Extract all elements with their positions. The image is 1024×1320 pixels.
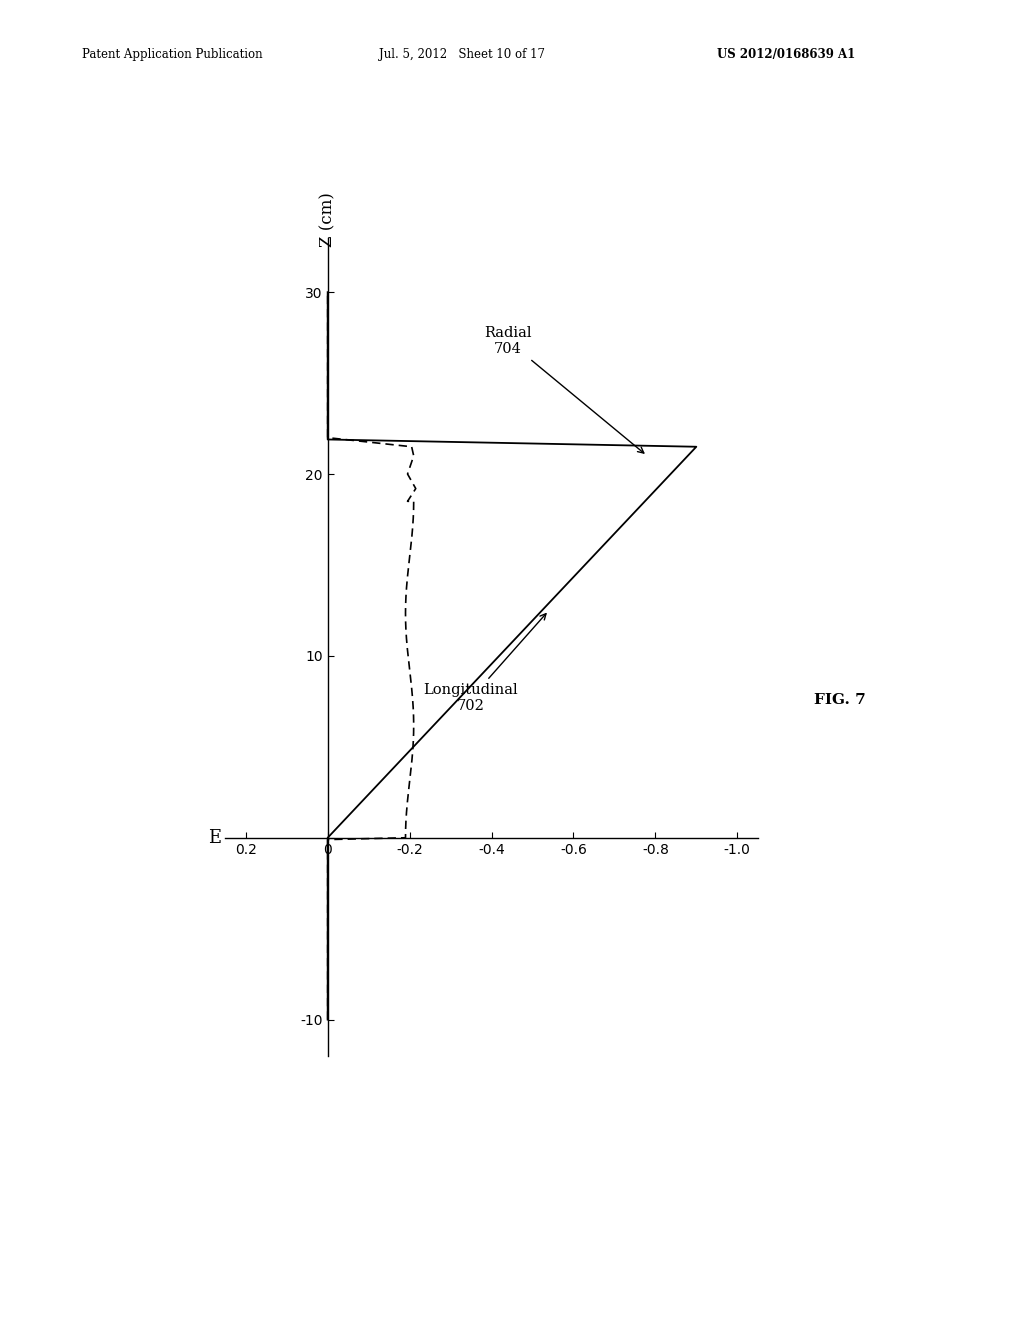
Text: E: E	[208, 829, 221, 846]
Text: FIG. 7: FIG. 7	[814, 693, 865, 706]
Text: Patent Application Publication: Patent Application Publication	[82, 48, 262, 61]
Text: Longitudinal
702: Longitudinal 702	[424, 614, 546, 713]
Text: Jul. 5, 2012   Sheet 10 of 17: Jul. 5, 2012 Sheet 10 of 17	[379, 48, 545, 61]
Text: Z (cm): Z (cm)	[319, 191, 336, 247]
Text: Radial
704: Radial 704	[484, 326, 644, 453]
Text: US 2012/0168639 A1: US 2012/0168639 A1	[717, 48, 855, 61]
